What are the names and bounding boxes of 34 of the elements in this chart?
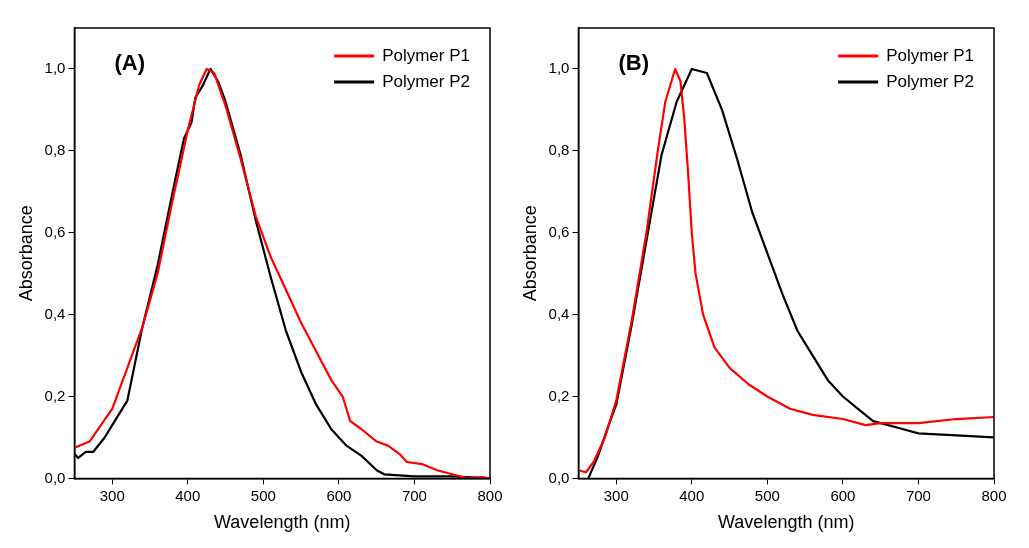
x-axis-title: Wavelength (nm) (718, 512, 855, 533)
y-tick-label: 0,6 (548, 222, 570, 240)
y-tick-label: 0,4 (548, 304, 570, 322)
y-tick-label: 0,4 (44, 304, 66, 322)
x-tick-label: 300 (99, 486, 125, 504)
legend-label: Polymer P1 (382, 45, 471, 65)
legend-label: Polymer P2 (382, 71, 471, 91)
y-tick-label: 1,0 (44, 59, 66, 77)
x-tick-label: 400 (679, 486, 705, 504)
x-tick-label: 700 (905, 486, 931, 504)
y-tick-label: 0,0 (548, 468, 570, 486)
annotation: (B) (618, 50, 649, 76)
x-tick-label: 700 (401, 486, 427, 504)
y-tick-label: 0,8 (548, 140, 570, 158)
x-tick-label: 800 (981, 486, 1007, 504)
x-axis-title: Wavelength (nm) (214, 512, 351, 533)
x-tick-label: 600 (326, 486, 352, 504)
legend-label: Polymer P1 (886, 45, 975, 65)
y-tick-label: 1,0 (548, 59, 570, 77)
y-axis-title: Absorbance (519, 205, 540, 302)
y-tick-label: 0,8 (44, 140, 66, 158)
x-tick-label: 500 (250, 486, 276, 504)
x-tick-label: 600 (830, 486, 856, 504)
x-tick-label: 300 (603, 486, 629, 504)
x-tick-label: 500 (754, 486, 780, 504)
y-axis-title: Absorbance (15, 205, 36, 302)
annotation: (A) (114, 50, 145, 76)
y-tick-label: 0,6 (44, 222, 66, 240)
x-tick-label: 800 (477, 486, 503, 504)
legend-label: Polymer P2 (886, 71, 975, 91)
y-tick-label: 0,0 (44, 468, 66, 486)
x-tick-label: 400 (175, 486, 201, 504)
y-tick-label: 0,2 (44, 386, 66, 404)
y-tick-label: 0,2 (548, 386, 570, 404)
